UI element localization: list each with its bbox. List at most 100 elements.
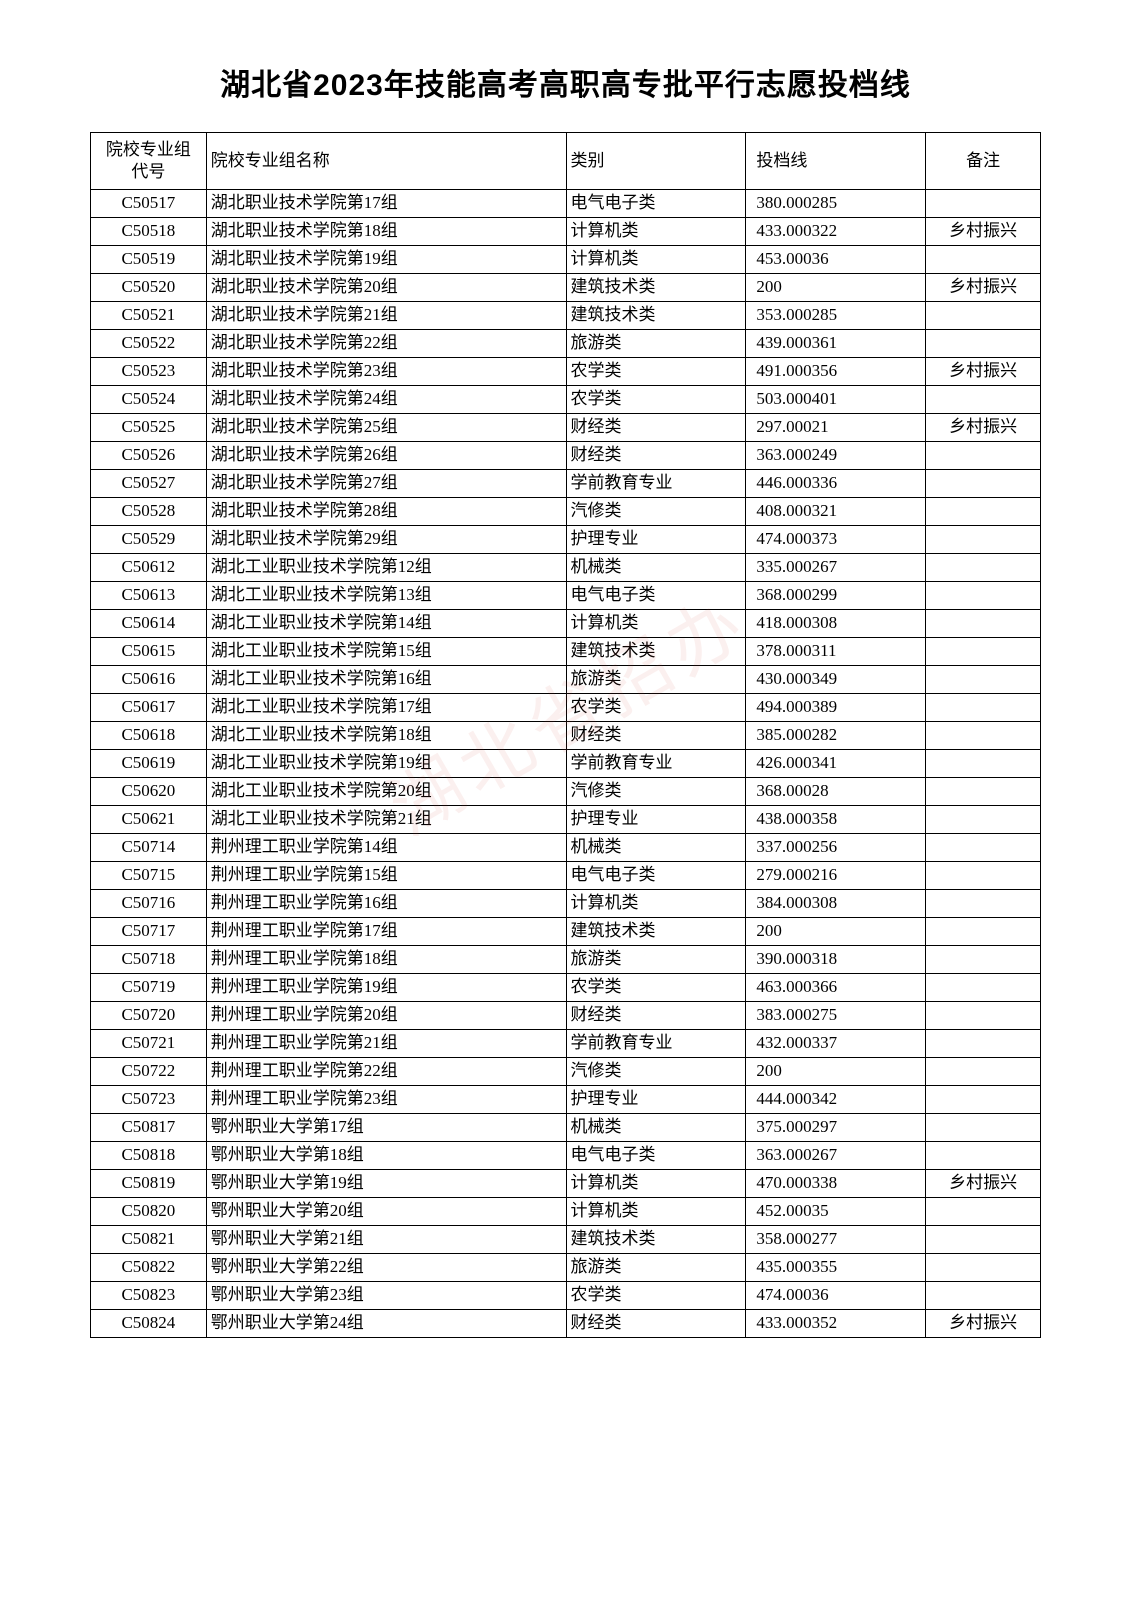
table-row: C50714荆州理工职业学院第14组机械类337.000256	[91, 834, 1041, 862]
table-row: C50719荆州理工职业学院第19组农学类463.000366	[91, 974, 1041, 1002]
cell-code: C50521	[91, 302, 207, 330]
cell-code: C50718	[91, 946, 207, 974]
cell-score: 384.000308	[746, 890, 926, 918]
cell-name: 荆州理工职业学院第17组	[206, 918, 566, 946]
table-body: C50517湖北职业技术学院第17组电气电子类380.000285C50518湖…	[91, 190, 1041, 1338]
cell-score: 279.000216	[746, 862, 926, 890]
cell-score: 390.000318	[746, 946, 926, 974]
cell-category: 学前教育专业	[566, 750, 746, 778]
cell-category: 旅游类	[566, 666, 746, 694]
cell-score: 383.000275	[746, 1002, 926, 1030]
table-row: C50524湖北职业技术学院第24组农学类503.000401	[91, 386, 1041, 414]
cell-category: 计算机类	[566, 1198, 746, 1226]
table-row: C50614湖北工业职业技术学院第14组计算机类418.000308	[91, 610, 1041, 638]
cell-category: 旅游类	[566, 330, 746, 358]
table-row: C50620湖北工业职业技术学院第20组汽修类368.00028	[91, 778, 1041, 806]
cell-score: 363.000267	[746, 1142, 926, 1170]
cell-code: C50720	[91, 1002, 207, 1030]
cell-name: 湖北工业职业技术学院第17组	[206, 694, 566, 722]
table-row: C50716荆州理工职业学院第16组计算机类384.000308	[91, 890, 1041, 918]
cell-name: 荆州理工职业学院第18组	[206, 946, 566, 974]
cell-category: 财经类	[566, 1002, 746, 1030]
cell-note	[926, 302, 1041, 330]
cell-category: 电气电子类	[566, 862, 746, 890]
cell-category: 机械类	[566, 1114, 746, 1142]
cell-category: 电气电子类	[566, 190, 746, 218]
cell-category: 旅游类	[566, 946, 746, 974]
table-row: C50715荆州理工职业学院第15组电气电子类279.000216	[91, 862, 1041, 890]
cell-name: 鄂州职业大学第24组	[206, 1310, 566, 1338]
cell-category: 汽修类	[566, 498, 746, 526]
cell-score: 474.00036	[746, 1282, 926, 1310]
cell-code: C50519	[91, 246, 207, 274]
col-header-code: 院校专业组代号	[91, 133, 207, 190]
cell-code: C50820	[91, 1198, 207, 1226]
cell-note	[926, 1030, 1041, 1058]
cell-category: 护理专业	[566, 526, 746, 554]
table-row: C50723荆州理工职业学院第23组护理专业444.000342	[91, 1086, 1041, 1114]
cell-category: 财经类	[566, 442, 746, 470]
cell-note	[926, 442, 1041, 470]
cell-note	[926, 862, 1041, 890]
table-row: C50618湖北工业职业技术学院第18组财经类385.000282	[91, 722, 1041, 750]
cell-category: 学前教育专业	[566, 1030, 746, 1058]
cell-code: C50715	[91, 862, 207, 890]
cell-name: 荆州理工职业学院第20组	[206, 1002, 566, 1030]
table-row: C50721荆州理工职业学院第21组学前教育专业432.000337	[91, 1030, 1041, 1058]
cell-name: 湖北职业技术学院第28组	[206, 498, 566, 526]
cell-name: 荆州理工职业学院第21组	[206, 1030, 566, 1058]
cell-score: 353.000285	[746, 302, 926, 330]
cell-name: 鄂州职业大学第23组	[206, 1282, 566, 1310]
cell-name: 湖北职业技术学院第25组	[206, 414, 566, 442]
cell-category: 农学类	[566, 386, 746, 414]
cell-name: 鄂州职业大学第17组	[206, 1114, 566, 1142]
cell-score: 503.000401	[746, 386, 926, 414]
cell-code: C50522	[91, 330, 207, 358]
col-header-note: 备注	[926, 133, 1041, 190]
cell-score: 378.000311	[746, 638, 926, 666]
cell-code: C50616	[91, 666, 207, 694]
cell-score: 474.000373	[746, 526, 926, 554]
cell-score: 368.00028	[746, 778, 926, 806]
cell-score: 337.000256	[746, 834, 926, 862]
table-row: C50621湖北工业职业技术学院第21组护理专业438.000358	[91, 806, 1041, 834]
cell-name: 湖北职业技术学院第18组	[206, 218, 566, 246]
cell-score: 418.000308	[746, 610, 926, 638]
cell-name: 湖北职业技术学院第19组	[206, 246, 566, 274]
cell-note	[926, 246, 1041, 274]
cell-note	[926, 1114, 1041, 1142]
cell-name: 鄂州职业大学第22组	[206, 1254, 566, 1282]
cell-category: 护理专业	[566, 1086, 746, 1114]
cell-note	[926, 1058, 1041, 1086]
cell-name: 鄂州职业大学第20组	[206, 1198, 566, 1226]
cell-score: 463.000366	[746, 974, 926, 1002]
cell-code: C50822	[91, 1254, 207, 1282]
cell-score: 375.000297	[746, 1114, 926, 1142]
cell-name: 湖北工业职业技术学院第18组	[206, 722, 566, 750]
cell-name: 鄂州职业大学第21组	[206, 1226, 566, 1254]
cell-name: 湖北职业技术学院第24组	[206, 386, 566, 414]
cell-note	[926, 1002, 1041, 1030]
cell-note	[926, 694, 1041, 722]
cell-score: 358.000277	[746, 1226, 926, 1254]
cell-note	[926, 890, 1041, 918]
page-title: 湖北省2023年技能高考高职高专批平行志愿投档线	[90, 60, 1041, 104]
cell-category: 护理专业	[566, 806, 746, 834]
cell-code: C50714	[91, 834, 207, 862]
cell-note	[926, 806, 1041, 834]
table-row: C50821鄂州职业大学第21组建筑技术类358.000277	[91, 1226, 1041, 1254]
table-row: C50720荆州理工职业学院第20组财经类383.000275	[91, 1002, 1041, 1030]
cell-code: C50824	[91, 1310, 207, 1338]
cell-note	[926, 1254, 1041, 1282]
cell-score: 435.000355	[746, 1254, 926, 1282]
cell-code: C50520	[91, 274, 207, 302]
cell-category: 学前教育专业	[566, 470, 746, 498]
table-row: C50817鄂州职业大学第17组机械类375.000297	[91, 1114, 1041, 1142]
cell-name: 荆州理工职业学院第22组	[206, 1058, 566, 1086]
cell-score: 200	[746, 918, 926, 946]
table-row: C50822鄂州职业大学第22组旅游类435.000355	[91, 1254, 1041, 1282]
table-row: C50818鄂州职业大学第18组电气电子类363.000267	[91, 1142, 1041, 1170]
cell-note	[926, 1086, 1041, 1114]
cell-note	[926, 778, 1041, 806]
cell-category: 财经类	[566, 722, 746, 750]
